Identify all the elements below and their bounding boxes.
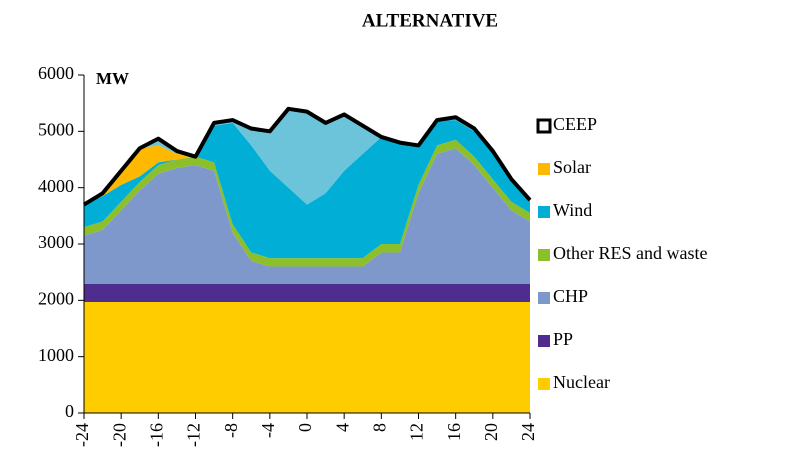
y-tick-label: 3000 <box>38 232 74 252</box>
area <box>84 120 530 259</box>
x-tick-label: -12 <box>184 423 204 447</box>
legend-swatch <box>536 118 552 134</box>
area <box>84 108 530 205</box>
area <box>84 302 530 413</box>
y-tick-label: 4000 <box>38 176 74 196</box>
legend-swatch <box>538 378 550 390</box>
area-edge <box>82 106 532 207</box>
x-tick-label: -16 <box>146 423 166 447</box>
legend-label: Wind <box>553 200 592 220</box>
x-tick-label: 8 <box>369 423 389 432</box>
area <box>84 148 530 284</box>
legend-swatch <box>538 335 550 347</box>
x-tick-label: 0 <box>295 423 315 432</box>
y-tick-label: 2000 <box>38 288 74 308</box>
y-tick-label: 6000 <box>38 63 74 83</box>
x-tick-label: 20 <box>481 423 501 441</box>
legend-swatch <box>538 249 550 261</box>
legend-swatch <box>538 206 550 218</box>
y-tick-label: 5000 <box>38 119 74 139</box>
area <box>84 283 530 303</box>
x-tick-label: -8 <box>221 423 241 438</box>
legend-label: PP <box>553 329 573 349</box>
x-tick-label: -4 <box>258 423 278 438</box>
legend-label: Solar <box>553 157 591 177</box>
x-tick-label: 12 <box>407 423 427 441</box>
legend-swatch <box>538 292 550 304</box>
x-tick-label: -20 <box>109 423 129 447</box>
legend-swatch <box>538 163 550 175</box>
x-tick-label: -24 <box>72 423 92 447</box>
legend-label: Other RES and waste <box>553 243 707 263</box>
y-axis-label: MW <box>96 69 129 88</box>
legend-label: CHP <box>553 286 588 306</box>
x-tick-label: 16 <box>444 423 464 441</box>
x-tick-label: 4 <box>332 423 352 432</box>
y-tick-label: 1000 <box>38 345 74 365</box>
y-tick-label: 0 <box>65 401 74 421</box>
legend-label: CEEP <box>553 114 597 134</box>
chart-title: ALTERNATIVE <box>362 10 498 31</box>
x-tick-label: 24 <box>518 423 538 441</box>
legend-label: Nuclear <box>553 372 610 392</box>
